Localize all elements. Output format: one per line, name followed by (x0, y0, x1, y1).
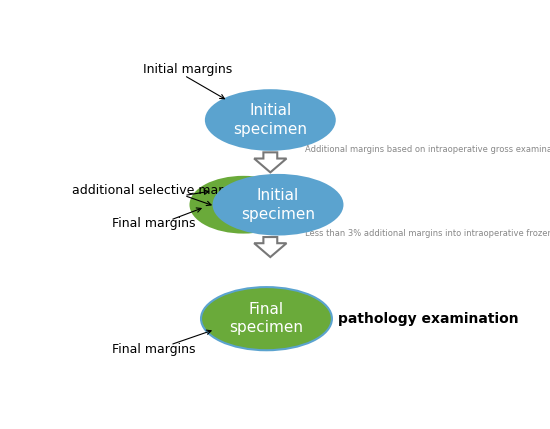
Text: Final margins: Final margins (112, 343, 196, 356)
Ellipse shape (205, 89, 336, 151)
Text: Initial
specimen: Initial specimen (241, 188, 315, 221)
Polygon shape (254, 152, 287, 172)
Text: additional selective margins: additional selective margins (72, 184, 249, 197)
Text: Final
specimen: Final specimen (229, 302, 304, 335)
Ellipse shape (189, 176, 297, 233)
Ellipse shape (212, 174, 343, 236)
Text: Initial
specimen: Initial specimen (233, 103, 307, 137)
Text: Additional margins based on intraoperative gross examination: Additional margins based on intraoperati… (305, 145, 550, 154)
Text: pathology examination: pathology examination (338, 312, 519, 326)
Text: Less than 3% additional margins into intraoperative frozen-section pathological : Less than 3% additional margins into int… (305, 230, 550, 239)
Polygon shape (254, 237, 287, 257)
Ellipse shape (201, 287, 332, 350)
Text: Initial margins: Initial margins (143, 63, 233, 76)
Text: Final margins: Final margins (112, 218, 196, 230)
